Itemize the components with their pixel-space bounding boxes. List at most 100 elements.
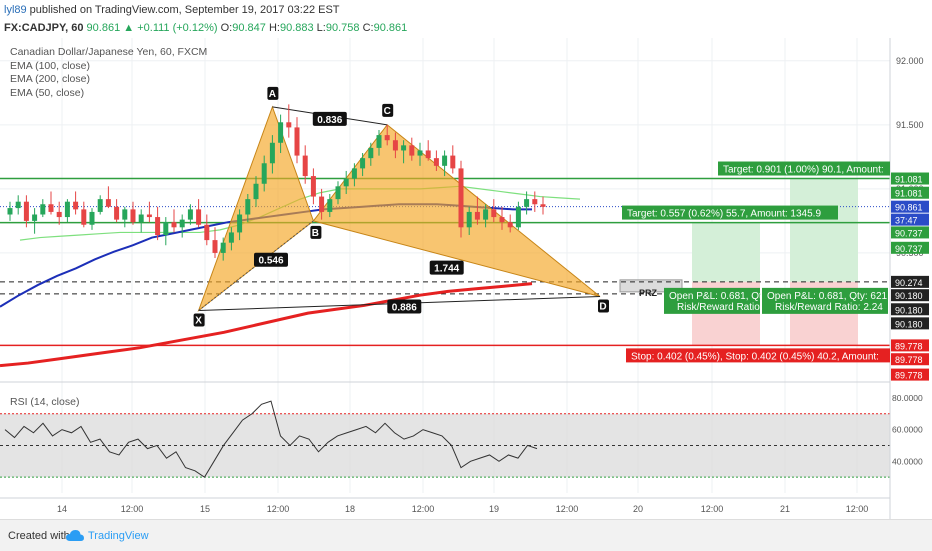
- price-tag: 90.180: [895, 319, 923, 329]
- target-zone-2: [790, 178, 858, 282]
- x-tick-label: 14: [57, 504, 67, 514]
- candle-body: [73, 201, 79, 210]
- candle-body: [368, 147, 374, 159]
- candle-body: [360, 158, 366, 169]
- price-tag-bg: [891, 317, 929, 330]
- candle-body: [499, 217, 505, 223]
- candle-body: [540, 204, 546, 207]
- price-tag-bg: [891, 275, 929, 288]
- candle-body: [7, 208, 13, 215]
- tradingview-link[interactable]: TradingView: [88, 530, 149, 542]
- candle-body: [261, 163, 267, 184]
- ratio-1: 0.546: [258, 256, 283, 267]
- prz-label: PRZ: [639, 288, 658, 298]
- symbol-text: FX:CADJPY, 60: [4, 22, 84, 34]
- last-price: 90.861: [86, 22, 121, 34]
- legend-ema200[interactable]: EMA (200, close): [10, 73, 90, 85]
- candle-body: [392, 140, 398, 151]
- x-tick-label: 21: [780, 504, 790, 514]
- price-tag: 90.180: [895, 291, 923, 301]
- candle-body: [384, 135, 390, 141]
- author-link[interactable]: lyl89: [4, 4, 27, 16]
- price-tag: 89.778: [895, 355, 923, 365]
- ratio-bg: [429, 260, 464, 275]
- target-label-1-bg: [718, 161, 890, 176]
- candle-body: [450, 155, 456, 169]
- tradingview-cloud-icon: [66, 530, 84, 541]
- candle-body: [294, 127, 300, 156]
- target-label-2-bg: [622, 205, 838, 220]
- legend-ema100[interactable]: EMA (100, close): [10, 59, 90, 72]
- candle-body: [491, 209, 497, 218]
- pnl-line2-0: Risk/Reward Ratio:: [677, 302, 763, 313]
- legend-ema50[interactable]: EMA (50, close): [10, 86, 85, 99]
- candle-body: [122, 209, 128, 220]
- target-label-2: Target: 0.557 (0.62%) 55.7, Amount: 1345…: [627, 209, 821, 220]
- pattern-point-bg: [382, 103, 394, 117]
- candle-body: [253, 183, 259, 200]
- candle-body: [278, 122, 284, 143]
- candle-body: [32, 214, 38, 221]
- candle-body: [483, 209, 489, 220]
- candle-body: [114, 206, 120, 220]
- candle-body: [524, 199, 530, 207]
- candle-body: [507, 222, 513, 228]
- price-change: +0.111 (+0.12%): [137, 22, 218, 34]
- price-tag-bg: [891, 200, 929, 213]
- price-tag: 90.274: [895, 278, 923, 288]
- pnl-line2-1: Risk/Reward Ratio: 2.24: [775, 302, 883, 313]
- pattern-point-a: A: [269, 89, 276, 100]
- candle-body: [302, 155, 308, 177]
- close-label: C:: [362, 22, 374, 34]
- price-tag: 90.861: [895, 203, 923, 213]
- price-tag: 90.737: [895, 244, 923, 254]
- legend-title: Canadian Dollar/Japanese Yen, 60, FXCM: [10, 46, 208, 58]
- pattern-point-bg: [310, 225, 322, 239]
- chart-header: lyl89 published on TradingView.com, Sept…: [0, 0, 932, 38]
- chart-canvas[interactable]: X A B C D PRZ 0.836 0.546 1.744 0.886 92.000 91.5…: [0, 38, 932, 519]
- price-tag: 89.778: [895, 371, 923, 381]
- rsi-legend[interactable]: RSI (14, close): [10, 396, 80, 408]
- level-labels: Target: 0.901 (1.00%) 90.1, Amount: Targe…: [622, 161, 929, 381]
- x-tick-label: 12:00: [556, 504, 579, 514]
- candle-body: [466, 211, 472, 228]
- x-tick-label: 12:00: [412, 504, 435, 514]
- stop-label: Stop: 0.402 (0.45%), Stop: 0.402 (0.45%)…: [631, 351, 879, 362]
- x-tick-label: 12:00: [846, 504, 869, 514]
- price-tag: 37:47: [895, 216, 918, 226]
- candle-body: [433, 158, 439, 166]
- price-tag-bg: [891, 303, 929, 316]
- close-value: 90.861: [373, 22, 408, 34]
- candle-body: [351, 168, 357, 179]
- time-axis: 14 12:00 15 12:00 18 12:00 19 12:00 20 12:00 21 12:…: [0, 497, 890, 514]
- harmonic-pattern: X A B C D PRZ: [193, 86, 658, 327]
- high-label: H:: [268, 22, 280, 34]
- candle-body: [269, 142, 275, 164]
- low-value: 90.758: [325, 22, 360, 34]
- price-tag: 91.081: [895, 175, 923, 185]
- candle-body: [335, 186, 341, 200]
- open-label: O:: [220, 22, 233, 34]
- candle-body: [319, 196, 325, 212]
- candle-body: [196, 209, 202, 225]
- ratio-0: 0.836: [317, 115, 342, 126]
- high-value: 90.883: [279, 22, 314, 34]
- candle-body: [417, 150, 423, 156]
- candle-body: [81, 209, 87, 225]
- price-tag-bg: [891, 353, 929, 366]
- candle-body: [163, 222, 169, 235]
- pnl-line1-1: Open P&L: 0.681, Qty: 621: [767, 291, 888, 302]
- pnl-line1-0: Open P&L: 0.681, Qty: [669, 291, 767, 302]
- candle-body: [401, 145, 407, 151]
- price-tag-bg: [891, 186, 929, 199]
- candlesticks: [7, 104, 546, 261]
- pattern-point-bg: [598, 299, 609, 313]
- ema-line-2: [0, 282, 533, 368]
- candle-body: [179, 219, 185, 228]
- candle-body: [89, 211, 95, 225]
- x-tick-label: 12:00: [701, 504, 724, 514]
- candle-body: [56, 211, 62, 218]
- x-tick-label: 12:00: [121, 504, 144, 514]
- target-zone-1: [692, 222, 760, 282]
- candle-body: [130, 209, 136, 223]
